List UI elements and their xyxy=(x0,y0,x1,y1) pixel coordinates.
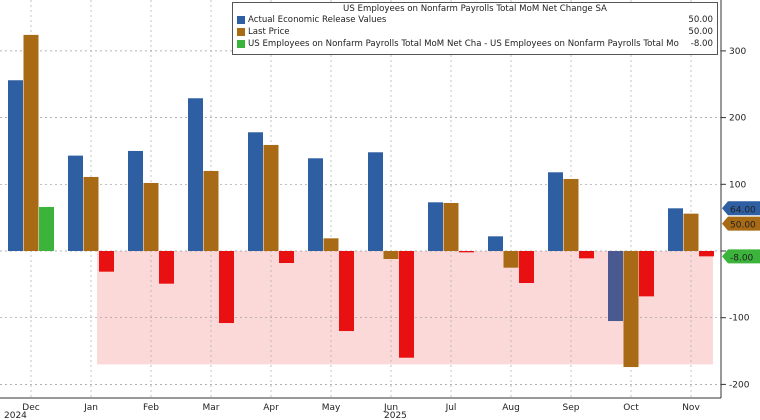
bar-may-s1 xyxy=(323,238,339,251)
legend-item: Actual Economic Release Values 50.00 xyxy=(237,14,713,26)
end-label: 64.00 xyxy=(730,205,756,215)
bar-jun-s1 xyxy=(383,251,399,260)
bar-sep-s1 xyxy=(563,178,579,251)
end-label: 50.00 xyxy=(730,221,756,231)
bar-apr-s0 xyxy=(248,132,263,251)
legend: US Employees on Nonfarm Payrolls Total M… xyxy=(232,2,718,55)
bar-may-s0 xyxy=(308,158,323,251)
bar-mar-s0 xyxy=(188,98,203,251)
legend-value: 50.00 xyxy=(688,15,713,25)
bar-aug-s0 xyxy=(488,236,503,251)
legend-label: Last Price xyxy=(248,27,290,37)
x-tick-label: Nov xyxy=(682,403,700,413)
x-tick-label: Jan xyxy=(83,403,98,413)
x-tick-label: Aug xyxy=(502,403,520,413)
legend-item: Last Price 50.00 xyxy=(237,26,713,38)
x-tick-label: Sep xyxy=(563,403,580,413)
bar-aug-s2 xyxy=(519,251,534,284)
bar-nov-s2 xyxy=(699,251,714,257)
x-tick-label: Dec xyxy=(22,403,39,413)
bar-nov-s1 xyxy=(683,213,699,251)
bar-jul-s0 xyxy=(428,202,443,251)
x-tick-label: Apr xyxy=(263,403,279,413)
legend-label: US Employees on Nonfarm Payrolls Total M… xyxy=(248,39,679,49)
bar-apr-s2 xyxy=(279,251,294,264)
year-label: 2024 xyxy=(4,411,27,420)
x-tick-label: Jun xyxy=(383,403,398,413)
legend-value: 50.00 xyxy=(688,27,713,37)
end-label-bg xyxy=(722,249,760,264)
bar-jul-s1 xyxy=(443,202,459,251)
bar-dec-s1 xyxy=(23,34,39,251)
bar-feb-s0 xyxy=(128,150,143,251)
y-tick-label: -100 xyxy=(729,314,750,324)
bar-feb-s1 xyxy=(143,182,159,251)
legend-swatch xyxy=(237,28,245,36)
bar-dec-s2 xyxy=(39,206,54,251)
bar-oct-s2 xyxy=(639,251,654,297)
bar-nov-s0 xyxy=(668,208,683,251)
legend-value: -8.00 xyxy=(690,39,713,49)
y-tick-label: -200 xyxy=(729,380,750,390)
x-tick-label: May xyxy=(322,403,341,413)
legend-swatch xyxy=(237,40,245,48)
y-tick-label: 300 xyxy=(729,47,746,57)
bar-apr-s1 xyxy=(263,144,279,251)
bar-oct-s0 xyxy=(608,251,623,322)
bar-jan-s2 xyxy=(99,251,114,272)
bar-jan-s1 xyxy=(83,176,99,251)
bar-feb-s2 xyxy=(159,251,174,284)
bar-aug-s1 xyxy=(503,251,519,268)
bar-jan-s0 xyxy=(68,155,83,251)
bar-sep-s2 xyxy=(579,251,594,259)
bar-jun-s2 xyxy=(399,251,414,358)
bar-jun-s0 xyxy=(368,152,383,251)
bar-mar-s1 xyxy=(203,170,219,251)
chart-title: US Employees on Nonfarm Payrolls Total M… xyxy=(343,4,607,14)
legend-item: US Employees on Nonfarm Payrolls Total M… xyxy=(237,38,713,50)
legend-label: Actual Economic Release Values xyxy=(248,15,387,25)
legend-swatch xyxy=(237,16,245,24)
bar-may-s2 xyxy=(339,251,354,332)
x-tick-label: Jul xyxy=(445,403,457,413)
y-tick-label: 200 xyxy=(729,114,746,124)
bar-sep-s0 xyxy=(548,172,563,251)
bar-dec-s0 xyxy=(8,80,23,251)
bar-oct-s1 xyxy=(623,251,639,368)
y-tick-label: 100 xyxy=(729,180,746,190)
bar-mar-s2 xyxy=(219,251,234,324)
end-label-bg xyxy=(722,201,760,216)
end-label-bg xyxy=(722,216,760,231)
x-tick-label: Mar xyxy=(203,403,220,413)
end-label: -8.00 xyxy=(730,253,754,263)
x-tick-label: Feb xyxy=(143,403,159,413)
bar-jul-s2 xyxy=(459,251,474,253)
x-tick-label: Oct xyxy=(623,403,639,413)
year-label: 2025 xyxy=(384,411,407,420)
